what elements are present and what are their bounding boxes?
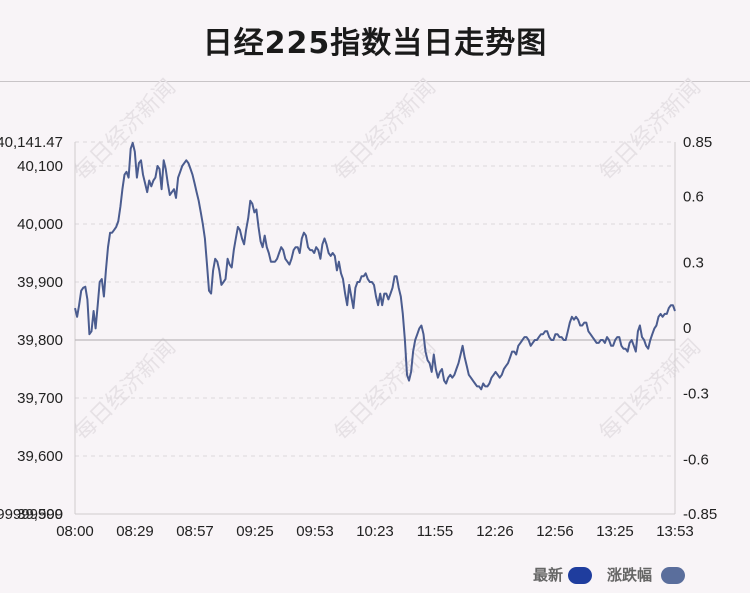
left-tick-label: 40,100 <box>17 158 63 175</box>
left-tick-label: 39,600 <box>17 448 63 465</box>
left-tick-label: 39,800 <box>17 332 63 349</box>
legend-label-1: 涨跌幅 <box>607 566 652 584</box>
x-tick-label: 09:25 <box>236 523 274 540</box>
x-tick-label: 10:23 <box>356 523 394 540</box>
right-tick-label: 0.3 <box>683 254 704 271</box>
watermark-text-3: 每日经济新闻 <box>70 335 181 446</box>
series-layer <box>74 141 676 391</box>
right-tick-label: 0.85 <box>683 134 712 151</box>
x-tick-label: 11:55 <box>417 523 453 540</box>
watermark-text-4: 每日经济新闻 <box>330 335 441 446</box>
legend-swatch-1 <box>661 567 685 584</box>
x-tick-label: 08:00 <box>56 523 94 540</box>
x-axis-ticks: 08:00 08:29 08:57 09:25 09:53 10:23 11:55 12:26… <box>56 523 694 540</box>
series-line-0 <box>74 141 676 391</box>
left-tick-label-bottom: 39499.999999999 <box>0 506 63 523</box>
right-tick-label: -0.6 <box>683 451 709 468</box>
left-axis-ticks: 39,500 39,600 39,700 39,800 39,900 40,000 40,1… <box>0 134 63 523</box>
legend-swatch-0 <box>568 567 592 584</box>
right-axis-ticks: 0.85 0.6 0.3 0 -0.3 -0.6 -0.85 <box>683 134 717 523</box>
legend: 最新 涨跌幅 <box>533 566 685 584</box>
legend-label-0: 最新 <box>533 566 563 584</box>
left-tick-label: 40,000 <box>17 216 63 233</box>
x-tick-label: 13:53 <box>656 523 694 540</box>
watermark-text-0: 每日经济新闻 <box>70 75 181 186</box>
title-divider <box>0 81 750 82</box>
x-tick-label: 08:57 <box>176 523 214 540</box>
watermark-text-1: 每日经济新闻 <box>330 75 441 186</box>
page-title: 日经225指数当日走势图 <box>202 26 548 61</box>
right-tick-label: 0 <box>683 320 691 337</box>
x-tick-label: 08:29 <box>116 523 154 540</box>
left-tick-label: 39,700 <box>17 390 63 407</box>
x-tick-label: 12:26 <box>476 523 514 540</box>
right-tick-label: -0.3 <box>683 386 709 403</box>
x-tick-label: 12:56 <box>536 523 574 540</box>
left-tick-label: 39,900 <box>17 274 63 291</box>
left-tick-label-top: 40,141.47 <box>0 134 63 151</box>
right-tick-label: -0.85 <box>683 506 717 523</box>
x-tick-label: 13:25 <box>596 523 634 540</box>
grid-lines <box>75 141 675 515</box>
right-tick-label: 0.6 <box>683 189 704 206</box>
left-tick-label: 39,500 <box>17 506 63 523</box>
watermark-text-2: 每日经济新闻 <box>595 75 706 186</box>
x-tick-label: 09:53 <box>296 523 334 540</box>
axes <box>74 142 676 515</box>
